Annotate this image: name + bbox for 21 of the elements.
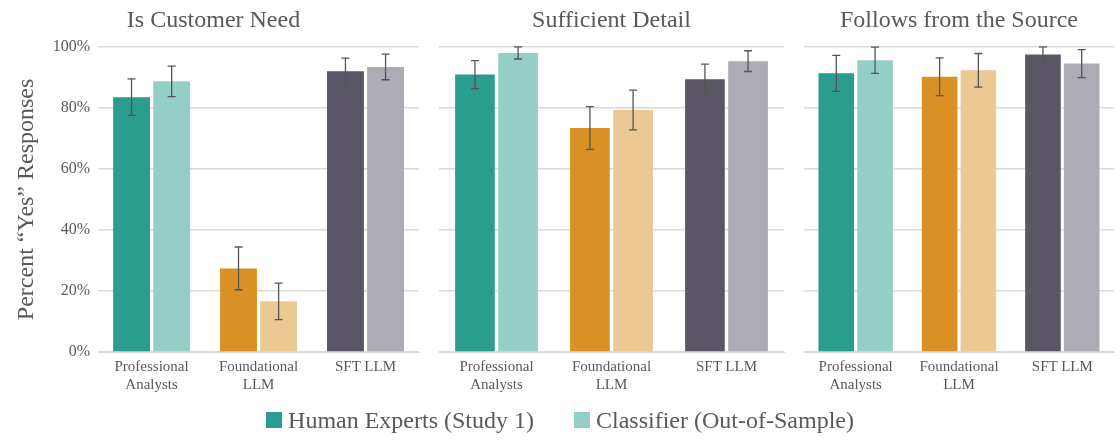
y-tick-label: 20%	[60, 281, 91, 299]
x-tick-label: SFT LLM	[696, 357, 757, 374]
chart-title: Is Customer Need	[126, 5, 301, 32]
x-tick-label: Professional Analysts	[459, 357, 534, 392]
x-tick-label: Foundational LLM	[218, 357, 299, 392]
chart-title: Sufficient Detail	[532, 5, 692, 32]
y-tick-label: 40%	[60, 220, 91, 238]
x-tick-label: SFT LLM	[335, 357, 397, 374]
x-tick-label: Foundational LLM	[919, 357, 999, 392]
chart-title: Follows from the Source	[840, 5, 1078, 32]
y-axis-title: Percent “Yes” Responses	[11, 78, 38, 321]
y-tick-label: 80%	[60, 98, 91, 116]
x-tick-label: Foundational LLM	[571, 357, 652, 392]
legend-label: Human Experts (Study 1)	[288, 406, 535, 434]
y-tick-label: 0%	[68, 342, 91, 360]
x-tick-label: SFT LLM	[1031, 357, 1093, 374]
y-tick-label: 60%	[60, 159, 91, 177]
y-tick-label: 100%	[52, 37, 91, 54]
x-tick-label: Professional Analysts	[114, 357, 189, 392]
x-tick-label: Professional Analysts	[818, 357, 893, 392]
legend-label: Classifier (Out-of-Sample)	[596, 406, 854, 434]
